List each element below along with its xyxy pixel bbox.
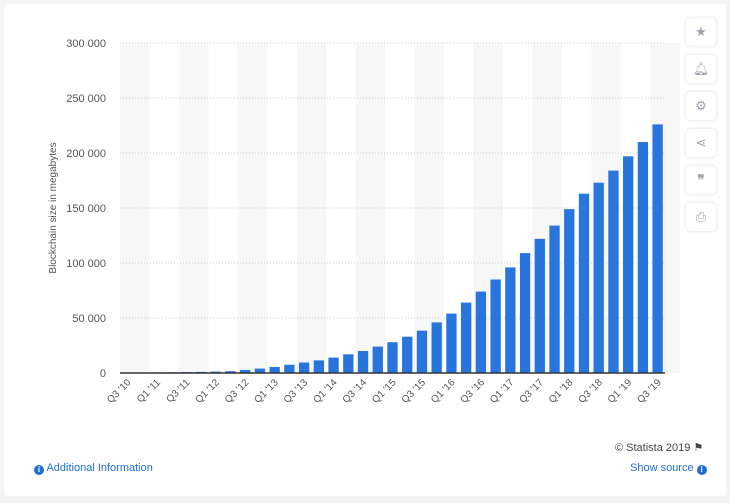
bar xyxy=(357,351,369,373)
x-tick-label: Q3 '18 xyxy=(576,377,605,406)
bar xyxy=(372,346,383,373)
x-tick-label: Q3 '12 xyxy=(223,377,252,406)
x-tick-label: Q3 '13 xyxy=(282,377,311,406)
y-axis-label: Blockchain size in megabytes xyxy=(48,142,59,273)
star-icon[interactable]: ★ xyxy=(686,18,716,46)
bar xyxy=(549,225,560,373)
x-tick-label: Q3 '16 xyxy=(459,377,488,406)
bar xyxy=(402,336,413,373)
chart-card: 0 50 000 100 000 150 000 200 000 250 000 300 0… xyxy=(4,4,726,496)
bar xyxy=(652,124,663,374)
bar xyxy=(416,330,428,373)
bar xyxy=(519,253,531,373)
bar xyxy=(608,170,619,373)
x-tick-label: Q1 '13 xyxy=(252,377,281,406)
bar xyxy=(240,369,251,373)
bar xyxy=(431,322,442,373)
show-source-label: Show source xyxy=(630,462,694,474)
bar-chart: 0 50 000 100 000 150 000 200 000 250 000 300 0… xyxy=(48,38,680,406)
bar xyxy=(534,238,545,373)
additional-information-link[interactable]: i Additional Information xyxy=(34,462,153,475)
bar xyxy=(564,209,575,373)
y-tick-label: 100 000 xyxy=(66,258,106,270)
x-tick-label: Q1 '11 xyxy=(135,377,163,405)
background-band xyxy=(120,43,150,373)
bar xyxy=(623,156,634,373)
bar xyxy=(490,279,501,373)
x-tick-label: Q1 '19 xyxy=(606,377,635,406)
copyright: © Statista 2019 ⚑ xyxy=(615,441,703,454)
share-icon[interactable]: ⋖ xyxy=(686,129,716,157)
additional-information-label: Additional Information xyxy=(46,462,153,474)
bar xyxy=(505,267,516,373)
x-tick-label: Q3 '10 xyxy=(105,377,134,406)
info-icon: i xyxy=(696,465,707,475)
bar xyxy=(637,142,649,373)
x-tick-label: Q1 '16 xyxy=(429,377,458,406)
y-tick-label: 0 xyxy=(100,368,106,380)
y-tick-label: 300 000 xyxy=(66,38,106,50)
show-source-link[interactable]: Show source i xyxy=(630,462,707,475)
bar xyxy=(578,193,590,373)
x-tick-label: Q1 '15 xyxy=(370,377,399,406)
bar xyxy=(269,366,280,373)
gear-icon[interactable]: ⚙ xyxy=(686,92,716,120)
y-tick-label: 200 000 xyxy=(66,148,106,160)
copyright-text: © Statista 2019 xyxy=(615,442,691,454)
flag-icon: ⚑ xyxy=(693,442,704,454)
y-tick-label: 150 000 xyxy=(66,203,106,215)
x-tick-label: Q3 '14 xyxy=(341,377,370,406)
x-tick-label: Q1 '12 xyxy=(193,377,222,406)
x-tick-label: Q1 '17 xyxy=(488,377,517,406)
x-tick-label: Q3 '15 xyxy=(400,377,429,406)
bar xyxy=(313,360,325,373)
x-tick-label: Q3 '11 xyxy=(165,377,193,405)
x-tick-label: Q1 '18 xyxy=(547,377,576,406)
bar xyxy=(343,354,354,373)
bar xyxy=(284,364,295,373)
quote-icon[interactable]: ❞ xyxy=(686,166,716,194)
bar xyxy=(446,313,457,373)
print-icon[interactable]: ⎙ xyxy=(686,203,716,231)
bell-icon[interactable]: 🔔︎ xyxy=(686,55,716,83)
y-tick-label: 50 000 xyxy=(72,313,106,325)
bar xyxy=(387,342,398,373)
bar xyxy=(328,357,339,373)
bar xyxy=(225,371,236,373)
y-tick-label: 250 000 xyxy=(66,93,106,105)
info-icon: i xyxy=(34,465,44,475)
bar xyxy=(475,291,487,373)
x-tick-label: Q3 '19 xyxy=(635,377,664,406)
x-tick-label: Q3 '17 xyxy=(518,377,547,406)
bar xyxy=(298,362,310,373)
bar xyxy=(460,302,472,373)
bar xyxy=(593,182,604,373)
bar xyxy=(254,368,266,373)
x-tick-label: Q1 '14 xyxy=(311,377,340,406)
